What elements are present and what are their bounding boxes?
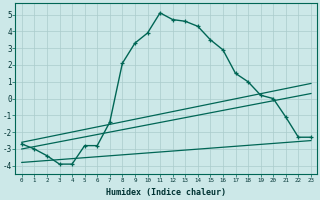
X-axis label: Humidex (Indice chaleur): Humidex (Indice chaleur) xyxy=(106,188,226,197)
